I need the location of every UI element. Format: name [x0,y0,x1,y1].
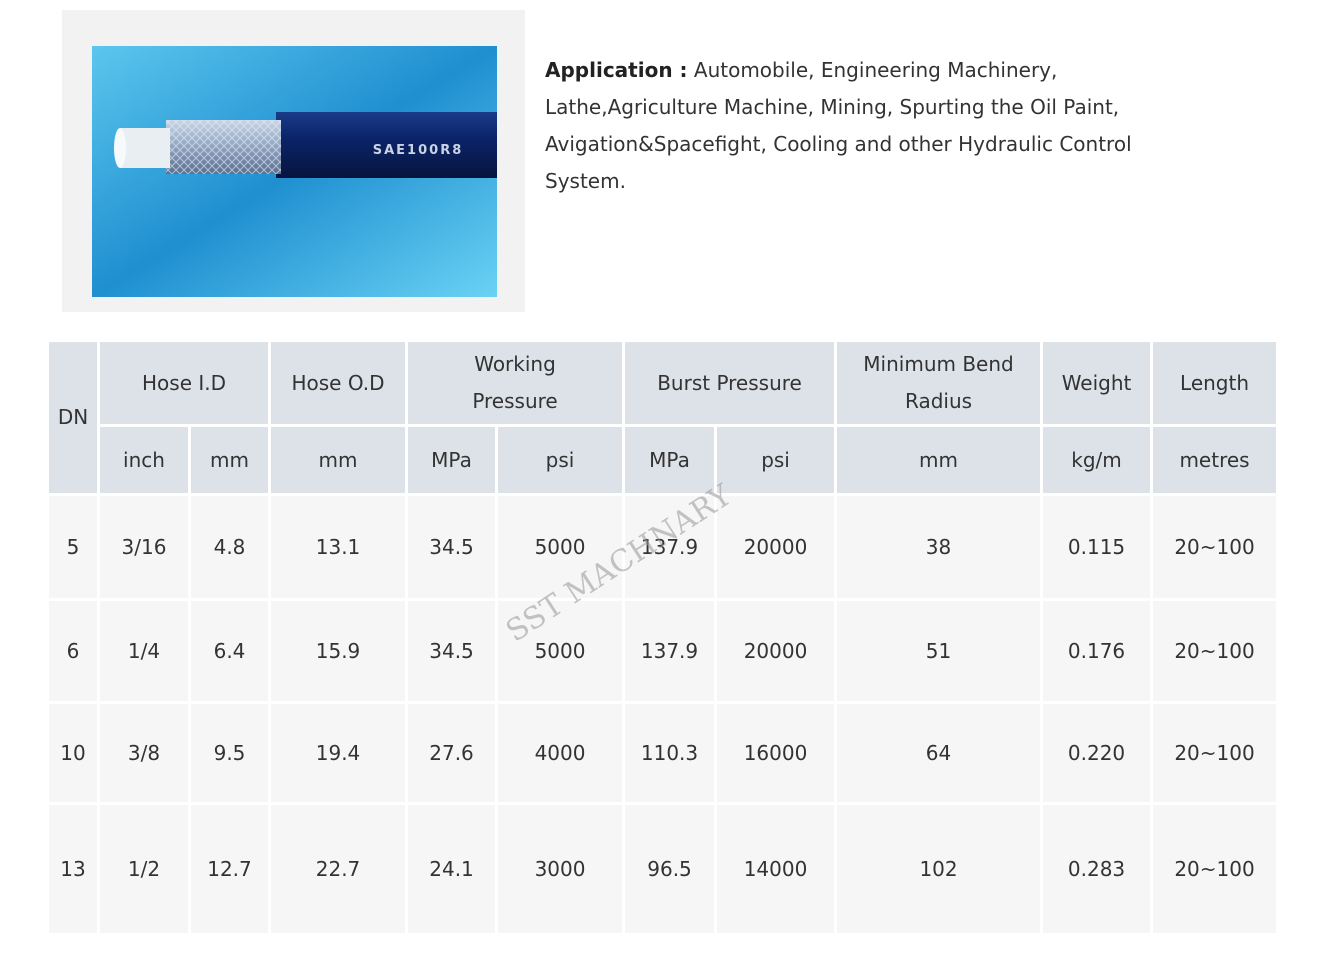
data-cell: 96.5 [622,802,718,936]
unit-cell: inch [97,424,191,496]
application-text-line: Automobile, Engineering Machinery, [693,58,1058,82]
header-cell: Burst Pressure [622,339,838,427]
data-cell: 6 [46,598,100,704]
data-cell: 20000 [714,598,838,704]
unit-cell: kg/m [1040,424,1154,496]
application-text-line: System. [545,169,626,193]
data-cell: 4.8 [187,493,272,601]
data-cell: 20~100 [1150,598,1280,704]
data-cell: 0.176 [1040,598,1154,704]
data-cell: 3/8 [97,701,191,805]
data-cell: 24.1 [405,802,499,936]
data-cell: 51 [834,598,1044,704]
unit-cell: psi [495,424,626,496]
data-row: 10 3/8 9.5 19.4 27.6 4000 110.3 16000 64 0.220 20~… [46,701,1280,805]
header-row: DN Hose I.D Hose O.D Working Pressure Burst … [46,339,1280,496]
data-row: 6 1/4 6.4 15.9 34.5 5000 137.9 20000 51 0.176 20~1… [46,598,1280,704]
unit-cell: mm [834,424,1044,496]
data-cell: 0.283 [1040,802,1154,936]
application-text-line: Avigation&Spacefight, Cooling and other … [545,132,1132,156]
data-cell: 1/2 [97,802,191,936]
header-cell: DN [46,339,100,496]
application-text: Application : Automobile, Engineering Ma… [545,52,1132,200]
data-cell: 110.3 [622,701,718,805]
data-cell: 16000 [714,701,838,805]
application-line: Application : Automobile, Engineering Ma… [545,52,1132,89]
application-text-line: Lathe,Agriculture Machine, Mining, Spurt… [545,95,1120,119]
data-cell: 22.7 [268,802,409,936]
data-cell: 137.9 [622,598,718,704]
data-cell: 27.6 [405,701,499,805]
product-image-frame: SAE100R8 [62,10,525,312]
data-cell: 20~100 [1150,493,1280,601]
data-cell: 5000 [495,493,626,601]
application-label: Application : [545,58,688,82]
data-cell: 14000 [714,802,838,936]
data-cell: 9.5 [187,701,272,805]
table-body: 5 3/16 4.8 13.1 34.5 5000 137.9 20000 38 0.115 20~… [46,493,1280,936]
data-cell: 3/16 [97,493,191,601]
unit-cell: mm [268,424,409,496]
data-cell: 3000 [495,802,626,936]
header-cell: Hose I.D [96,339,272,427]
data-cell: 1/4 [97,598,191,704]
unit-cell: psi [714,424,838,496]
header-cell: Hose O.D [268,339,409,427]
header-cell: Length [1150,339,1280,427]
spec-table: DN Hose I.D Hose O.D Working Pressure Burst … [46,339,1280,936]
unit-cell: mm [187,424,272,496]
data-cell: 5000 [495,598,626,704]
header-cell: Working Pressure [405,339,626,427]
data-cell: 34.5 [405,493,499,601]
data-row: 5 3/16 4.8 13.1 34.5 5000 137.9 20000 38 0.115 20~… [46,493,1280,601]
header-cell: Minimum Bend Radius [834,339,1044,427]
data-cell: 20~100 [1150,802,1280,936]
data-cell: 5 [46,493,100,601]
data-cell: 38 [834,493,1044,601]
data-cell: 64 [834,701,1044,805]
data-cell: 34.5 [405,598,499,704]
data-cell: 12.7 [187,802,272,936]
hose-label: SAE100R8 [373,143,464,158]
unit-cell: MPa [405,424,499,496]
header-cell: Weight [1040,339,1154,427]
data-cell: 0.115 [1040,493,1154,601]
unit-cell: MPa [622,424,718,496]
data-cell: 137.9 [622,493,718,601]
data-cell: 6.4 [187,598,272,704]
data-cell: 13.1 [268,493,409,601]
data-cell: 15.9 [268,598,409,704]
table-head: DN Hose I.D Hose O.D Working Pressure Burst … [46,339,1280,496]
data-cell: 13 [46,802,100,936]
data-cell: 20~100 [1150,701,1280,805]
unit-cell: metres [1150,424,1280,496]
data-cell: 19.4 [268,701,409,805]
unit-row: inch mm mm MPa psi MPa psi mm kg/m metres [48,424,1280,496]
data-cell: 10 [46,701,100,805]
data-cell: 20000 [714,493,838,601]
data-cell: 102 [834,802,1044,936]
product-image: SAE100R8 [92,46,497,297]
data-row: 13 1/2 12.7 22.7 24.1 3000 96.5 14000 102 0.283 20… [46,802,1280,936]
data-cell: 0.220 [1040,701,1154,805]
data-cell: 4000 [495,701,626,805]
